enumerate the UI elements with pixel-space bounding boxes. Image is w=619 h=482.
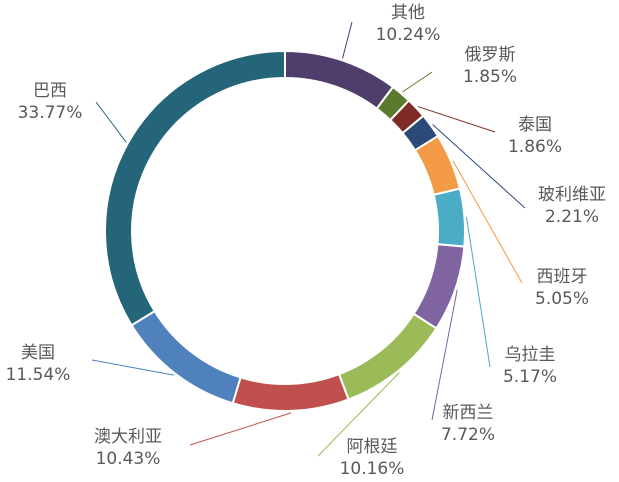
- slice-value-4: 2.21%: [545, 207, 599, 227]
- slice-value-8: 10.16%: [340, 459, 405, 479]
- slice-label-1: 其他: [391, 3, 425, 23]
- slice-value-6: 5.17%: [503, 367, 557, 387]
- slice-value-2: 1.85%: [463, 67, 517, 87]
- leader-line-9: [189, 412, 292, 446]
- slice-11: [104, 49, 286, 327]
- leader-line-4: [432, 124, 526, 209]
- leader-line-3: [417, 106, 496, 133]
- slice-label-7: 新西兰: [443, 403, 494, 423]
- donut-slices: [104, 49, 466, 412]
- slice-label-8: 阿根廷: [347, 437, 398, 457]
- leader-line-8: [317, 372, 400, 457]
- slice-value-9: 10.43%: [96, 449, 161, 469]
- slice-value-7: 7.72%: [441, 425, 495, 445]
- slice-6: [432, 187, 466, 248]
- slice-value-10: 11.54%: [6, 365, 71, 385]
- slice-7: [412, 243, 466, 330]
- leader-line-5: [452, 160, 523, 284]
- slice-label-2: 俄罗斯: [465, 45, 516, 65]
- leader-line-1: [342, 21, 353, 59]
- slice-label-5: 西班牙: [537, 267, 588, 287]
- slice-value-5: 5.05%: [535, 289, 589, 309]
- slice-value-11: 33.77%: [18, 103, 83, 123]
- slice-label-11: 巴西: [33, 81, 67, 101]
- leader-lines: [91, 21, 526, 457]
- slice-value-3: 1.86%: [508, 137, 562, 157]
- slice-label-9: 澳大利亚: [94, 427, 162, 447]
- leader-line-11: [95, 101, 127, 143]
- leader-line-2: [402, 71, 433, 93]
- slice-label-4: 玻利维亚: [538, 185, 606, 205]
- leader-line-10: [91, 359, 174, 376]
- slice-9: [231, 372, 350, 412]
- slice-label-3: 泰国: [518, 115, 552, 135]
- slice-8: [337, 312, 438, 401]
- slice-label-6: 乌拉圭: [505, 345, 556, 365]
- slice-label-10: 美国: [21, 343, 55, 363]
- slice-1: [284, 49, 395, 110]
- slice-10: [130, 309, 242, 405]
- slice-value-1: 10.24%: [376, 25, 441, 45]
- leader-line-7: [431, 289, 458, 421]
- leader-line-6: [465, 217, 491, 368]
